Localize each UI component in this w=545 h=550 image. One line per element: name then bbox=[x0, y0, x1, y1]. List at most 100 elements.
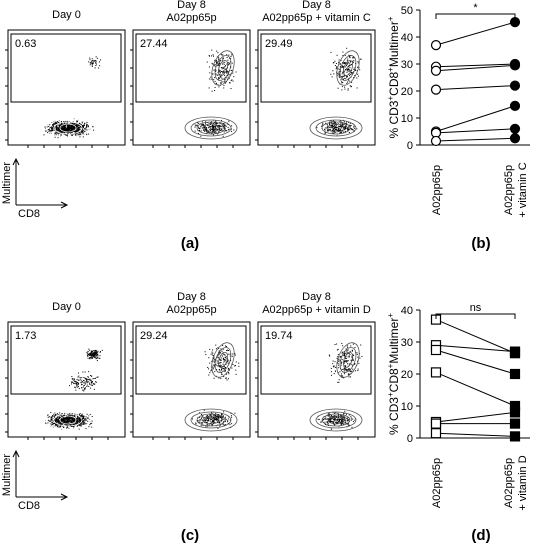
event-dot bbox=[335, 421, 337, 423]
event-dot bbox=[333, 412, 335, 414]
event-dot bbox=[69, 124, 71, 126]
event-dot bbox=[352, 359, 354, 361]
event-dot bbox=[68, 129, 70, 131]
event-dot bbox=[89, 64, 91, 66]
event-dot bbox=[226, 54, 228, 56]
event-dot bbox=[325, 127, 327, 129]
event-dot bbox=[87, 124, 89, 126]
event-dot bbox=[360, 58, 362, 60]
event-dot bbox=[339, 126, 341, 128]
contour bbox=[202, 123, 220, 133]
event-dot bbox=[212, 360, 214, 362]
event-dot bbox=[356, 128, 358, 130]
event-dot bbox=[62, 420, 64, 422]
event-dot bbox=[213, 356, 215, 358]
event-dot bbox=[206, 128, 208, 130]
event-dot bbox=[74, 416, 76, 418]
event-dot bbox=[59, 123, 61, 125]
event-dot bbox=[208, 368, 210, 370]
event-dot bbox=[340, 121, 342, 123]
event-dot bbox=[86, 423, 88, 425]
event-dot bbox=[60, 121, 62, 123]
event-dot bbox=[55, 420, 57, 422]
event-dot bbox=[80, 418, 82, 420]
event-dot bbox=[203, 127, 205, 129]
event-dot bbox=[87, 420, 89, 422]
event-dot bbox=[205, 419, 207, 421]
event-dot bbox=[225, 357, 227, 359]
event-dot bbox=[204, 129, 206, 131]
event-dot bbox=[83, 384, 85, 386]
event-dot bbox=[343, 373, 345, 375]
event-dot bbox=[53, 127, 55, 129]
event-dot bbox=[83, 376, 85, 378]
significance-bracket bbox=[435, 13, 516, 19]
event-dot bbox=[86, 380, 88, 382]
event-dot bbox=[218, 417, 220, 419]
event-dot bbox=[91, 384, 93, 386]
event-dot bbox=[57, 124, 59, 126]
event-dot bbox=[349, 61, 351, 63]
event-dot bbox=[69, 424, 71, 426]
event-dot bbox=[342, 123, 344, 125]
event-dot bbox=[199, 416, 201, 418]
event-dot bbox=[338, 128, 340, 130]
event-dot bbox=[218, 369, 220, 371]
event-dot bbox=[338, 364, 340, 366]
plot-title: Day 0 bbox=[52, 301, 81, 313]
event-dot bbox=[91, 350, 93, 352]
event-dot bbox=[66, 135, 68, 137]
event-dot bbox=[93, 59, 95, 61]
event-dot bbox=[71, 131, 73, 133]
event-dot bbox=[228, 120, 230, 122]
event-dot bbox=[212, 367, 214, 369]
event-dot bbox=[94, 67, 96, 69]
event-dot bbox=[328, 418, 330, 420]
event-dot bbox=[85, 127, 87, 129]
event-dot bbox=[213, 414, 215, 416]
plot-title: A02pp65p + vitamin D bbox=[262, 304, 371, 316]
event-dot bbox=[335, 63, 337, 65]
event-dot bbox=[337, 87, 339, 89]
event-dot bbox=[348, 69, 350, 71]
event-dot bbox=[64, 420, 66, 422]
event-dot bbox=[341, 73, 343, 75]
event-dot bbox=[211, 125, 213, 127]
event-dot bbox=[74, 418, 76, 420]
event-dot bbox=[72, 413, 74, 415]
y-tick-label: 10 bbox=[401, 401, 413, 413]
event-dot bbox=[333, 365, 335, 367]
event-dot bbox=[54, 419, 56, 421]
event-dot bbox=[345, 420, 347, 422]
event-dot bbox=[330, 428, 332, 430]
event-dot bbox=[91, 352, 93, 354]
event-dot bbox=[222, 67, 224, 69]
event-dot bbox=[223, 81, 225, 83]
plot-frame bbox=[7, 29, 126, 146]
event-dot bbox=[81, 132, 83, 134]
event-dot bbox=[228, 372, 230, 374]
event-dot bbox=[218, 57, 220, 59]
event-dot bbox=[78, 418, 80, 420]
event-dot bbox=[343, 77, 345, 79]
event-dot bbox=[63, 125, 65, 127]
event-dot bbox=[330, 52, 332, 54]
event-dot bbox=[201, 413, 203, 415]
event-dot bbox=[56, 128, 58, 130]
event-dot bbox=[215, 128, 217, 130]
event-dot bbox=[224, 360, 226, 362]
event-dot bbox=[206, 130, 208, 132]
event-dot bbox=[219, 72, 221, 74]
event-dot bbox=[211, 132, 213, 134]
event-dot bbox=[54, 415, 56, 417]
event-dot bbox=[221, 350, 223, 352]
event-dot bbox=[94, 350, 96, 352]
event-dot bbox=[343, 423, 345, 425]
event-dot bbox=[86, 123, 88, 125]
event-dot bbox=[95, 352, 97, 354]
event-dot bbox=[341, 422, 343, 424]
gate bbox=[135, 33, 247, 103]
event-dot bbox=[58, 121, 60, 123]
event-dot bbox=[63, 414, 65, 416]
panel-label: (d) bbox=[471, 527, 490, 544]
